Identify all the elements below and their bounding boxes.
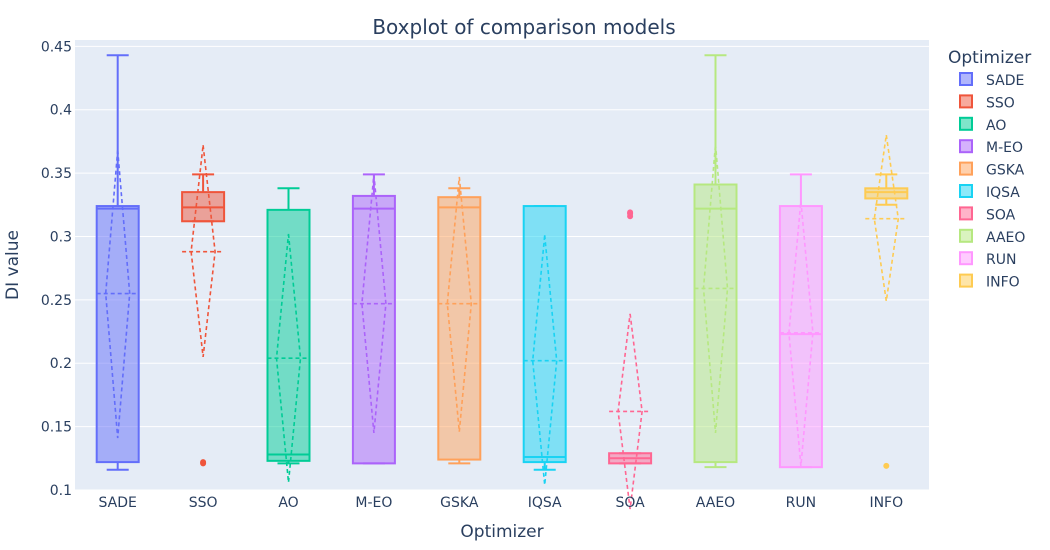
x-tick-label: AO: [278, 495, 298, 511]
iqr-box: [95, 205, 140, 464]
legend-swatch: [959, 273, 973, 288]
x-tick-label: AAEO: [696, 495, 735, 511]
iqr-box: [351, 194, 396, 465]
legend-item-soa[interactable]: SOA: [959, 206, 1016, 223]
legend-label: SSO: [986, 95, 1015, 111]
legend-label: RUN: [986, 252, 1016, 268]
legend-swatch: [959, 184, 973, 198]
legend-label: SOA: [986, 207, 1016, 223]
legend-swatch: [959, 72, 973, 86]
legend-item-gska[interactable]: GSKA: [959, 161, 1025, 179]
y-tick-labels: 0.1 0.15 0.2 0.25 0.3 0.35 0.4 0.45: [41, 39, 72, 499]
legend: Optimizer SADE SSO AO M-EO GSKA IQSA SOA AAEO RU…: [948, 48, 1031, 291]
legend-swatch: [959, 161, 973, 176]
legend-item-info[interactable]: INFO: [959, 273, 1020, 291]
sd-diamond: [531, 235, 558, 486]
sd-diamond: [361, 174, 387, 434]
grid-lines: [75, 45, 929, 491]
legend-swatch: [959, 228, 973, 243]
legend-item-run[interactable]: RUN: [959, 251, 1016, 268]
sd-diamond: [617, 313, 643, 510]
chart-title: Boxplot of comparison models: [372, 15, 675, 39]
sd-diamond: [190, 145, 216, 357]
legend-label: AAEO: [986, 230, 1025, 246]
iqr-box: [522, 205, 567, 464]
outlier-point: [200, 460, 207, 467]
x-tick-label: IQSA: [528, 495, 562, 511]
x-tick-label: GSKA: [440, 495, 479, 511]
legend-item-aaeo[interactable]: AAEO: [959, 228, 1025, 246]
sd-diamond: [702, 143, 729, 434]
box-trace-info: [864, 134, 909, 469]
legend-swatch: [959, 251, 973, 266]
y-tick-label: 0.4: [50, 103, 72, 119]
sd-diamond: [104, 150, 131, 439]
box-trace-gska: [437, 176, 482, 465]
x-tick-label: SADE: [99, 495, 137, 511]
y-tick-label: 0.35: [41, 166, 72, 182]
iqr-box: [437, 196, 482, 461]
iqr-box: [778, 205, 823, 469]
x-tick-label: SSO: [189, 495, 218, 511]
legend-item-m-eo[interactable]: M-EO: [959, 139, 1023, 156]
y-axis-title: DI value: [3, 230, 23, 300]
legend-label: INFO: [986, 275, 1020, 291]
x-tick-label: SOA: [615, 495, 645, 511]
legend-label: SADE: [986, 73, 1024, 89]
iqr-box: [266, 208, 311, 462]
box-trace-ao: [266, 187, 311, 483]
iqr-box: [864, 187, 909, 200]
sd-diamond: [788, 200, 814, 466]
legend-label: M-EO: [986, 140, 1023, 156]
box-trace-run: [778, 173, 823, 469]
y-tick-label: 0.25: [41, 293, 72, 309]
legend-label: GSKA: [986, 163, 1025, 179]
x-axis-title: Optimizer: [460, 522, 543, 542]
legend-label: IQSA: [986, 185, 1020, 201]
legend-swatch: [959, 139, 973, 154]
y-tick-label: 0.45: [41, 39, 72, 55]
legend-label: AO: [986, 118, 1006, 134]
box-trace-sade: [95, 54, 140, 471]
legend-item-sade[interactable]: SADE: [959, 72, 1024, 89]
y-tick-label: 0.2: [50, 356, 72, 372]
legend-title: Optimizer: [948, 48, 1031, 68]
box-trace-aaeo: [693, 54, 738, 469]
box-trace-soa: [608, 209, 653, 510]
y-tick-label: 0.3: [50, 229, 72, 245]
x-tick-labels: SADE SSO AO M-EO GSKA IQSA SOA AAEO RUN INFO: [99, 495, 904, 511]
box-trace-sso: [181, 145, 226, 467]
legend-swatch: [959, 206, 973, 221]
sd-diamond: [873, 134, 900, 302]
outlier-point: [627, 209, 634, 216]
legend-swatch: [959, 94, 973, 109]
legend-swatch: [959, 116, 973, 131]
x-tick-label: INFO: [869, 495, 903, 511]
legend-item-sso[interactable]: SSO: [959, 94, 1015, 111]
legend-item-iqsa[interactable]: IQSA: [959, 184, 1020, 201]
x-tick-label: M-EO: [355, 495, 392, 511]
legend-item-ao[interactable]: AO: [959, 116, 1006, 134]
outlier-point: [883, 462, 890, 469]
y-tick-label: 0.1: [50, 483, 72, 499]
sd-diamond: [446, 176, 473, 432]
box-trace-m-eo: [351, 173, 396, 465]
iqr-box: [693, 183, 738, 464]
box-trace-iqsa: [522, 205, 567, 486]
box-traces: [95, 54, 909, 510]
x-tick-label: RUN: [786, 495, 816, 511]
sd-diamond: [275, 233, 302, 483]
y-tick-label: 0.15: [41, 420, 72, 436]
